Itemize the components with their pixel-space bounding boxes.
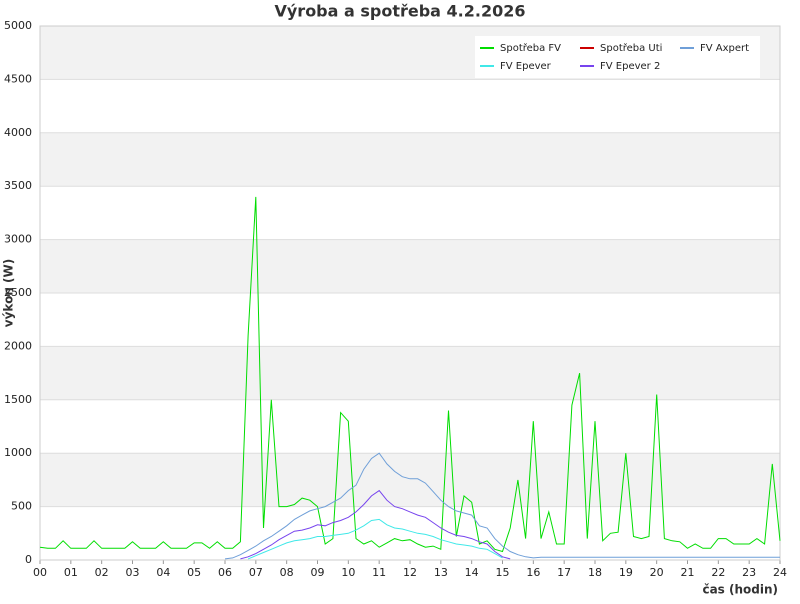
x-tick-label: 09: [311, 566, 325, 579]
y-tick-label: 1000: [4, 446, 32, 459]
y-tick-label: 2500: [4, 286, 32, 299]
x-tick-label: 16: [526, 566, 540, 579]
x-tick-label: 03: [126, 566, 140, 579]
y-tick-label: 3000: [4, 233, 32, 246]
x-tick-label: 10: [341, 566, 355, 579]
legend-label: Spotřeba FV: [500, 42, 561, 54]
x-tick-label: 17: [557, 566, 571, 579]
y-tick-label: 2000: [4, 339, 32, 352]
x-tick-label: 24: [773, 566, 787, 579]
series-line: [247, 518, 503, 560]
y-tick-label: 4500: [4, 72, 32, 85]
x-tick-label: 06: [218, 566, 232, 579]
y-tick-label: 3500: [4, 179, 32, 192]
x-tick-label: 21: [681, 566, 695, 579]
series-line: [240, 489, 511, 560]
chart-title: Výroba a spotřeba 4.2.2026: [274, 2, 525, 21]
bands: [40, 26, 780, 507]
y-tick-label: 4000: [4, 126, 32, 139]
series-line: [39, 196, 781, 553]
x-tick-label: 05: [187, 566, 201, 579]
x-tick-label: 00: [33, 566, 47, 579]
x-tick-label: 22: [711, 566, 725, 579]
x-tick-label: 12: [403, 566, 417, 579]
grid: [39, 25, 781, 564]
band: [40, 132, 780, 187]
x-tick-label: 04: [156, 566, 170, 579]
x-tick-label: 02: [95, 566, 109, 579]
legend-label: FV Axpert: [700, 43, 749, 54]
x-tick-label: 08: [280, 566, 294, 579]
legend-label: FV Epever: [500, 61, 552, 72]
x-tick-label: 18: [588, 566, 602, 579]
x-tick-label: 11: [372, 566, 386, 579]
y-tick-label: 0: [25, 553, 32, 566]
y-axis-label: výkon (W): [2, 259, 16, 327]
x-tick-label: 15: [496, 566, 510, 579]
band: [40, 239, 780, 293]
x-tick-label: 23: [742, 566, 756, 579]
labels: 0500100015002000250030003500400045005000…: [4, 19, 787, 579]
series-line: [224, 452, 780, 560]
x-tick-label: 01: [64, 566, 78, 579]
band: [40, 346, 780, 400]
plot-frame: [39, 25, 781, 561]
y-tick-label: 5000: [4, 19, 32, 32]
x-tick-label: 07: [249, 566, 263, 579]
x-tick-label: 19: [619, 566, 633, 579]
lines: [39, 196, 781, 560]
y-tick-label: 1500: [4, 393, 32, 406]
x-axis-label: čas (hodin): [702, 583, 778, 597]
legend-box: [475, 36, 760, 78]
legend-label: FV Epever 2: [600, 61, 660, 72]
x-tick-label: 14: [465, 566, 479, 579]
x-tick-label: 20: [650, 566, 664, 579]
legend-label: Spotřeba Uti: [600, 42, 662, 54]
legend: Spotřeba FV Spotřeba Uti FV Axpert FV Epeve…: [475, 36, 760, 78]
band: [40, 453, 780, 507]
x-tick-label: 13: [434, 566, 448, 579]
y-tick-label: 500: [11, 500, 32, 513]
